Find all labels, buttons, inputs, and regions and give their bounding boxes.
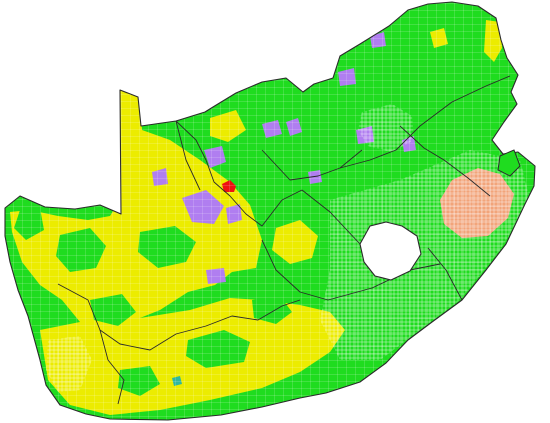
border-limpopo-mpumalanga [399, 125, 491, 197]
border-free-state-west [261, 239, 329, 301]
border-gauteng-limpopo [339, 75, 511, 169]
border-northern-cape-north-west [175, 120, 303, 227]
border-western-cape-south [99, 329, 125, 405]
border-free-state-east [301, 189, 361, 245]
provincial-borders [57, 75, 511, 405]
border-kzn-ec [427, 247, 463, 301]
eswatini-outline [497, 149, 521, 177]
ward-lines-dense-cape [46, 336, 92, 392]
ward-lines-dense-east [320, 150, 530, 360]
lesotho-outline [359, 221, 422, 281]
border-north-west-gauteng [261, 149, 363, 181]
country-outline [4, 1, 536, 421]
ward-lines-dense-gauteng [358, 104, 414, 152]
border-western-cape [57, 283, 301, 351]
border-northern-cape-central [175, 120, 201, 191]
